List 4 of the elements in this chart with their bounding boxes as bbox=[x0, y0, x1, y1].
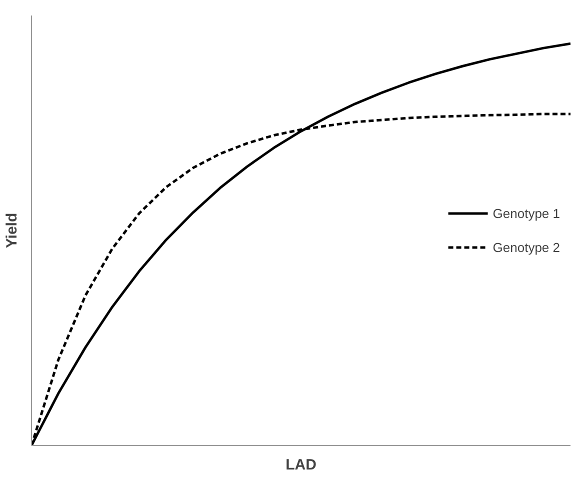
x-axis-title: LAD bbox=[286, 456, 317, 474]
legend-label: Genotype 2 bbox=[492, 240, 560, 254]
legend-label: Genotype 1 bbox=[492, 206, 560, 220]
y-axis-title: Yield bbox=[4, 212, 20, 248]
